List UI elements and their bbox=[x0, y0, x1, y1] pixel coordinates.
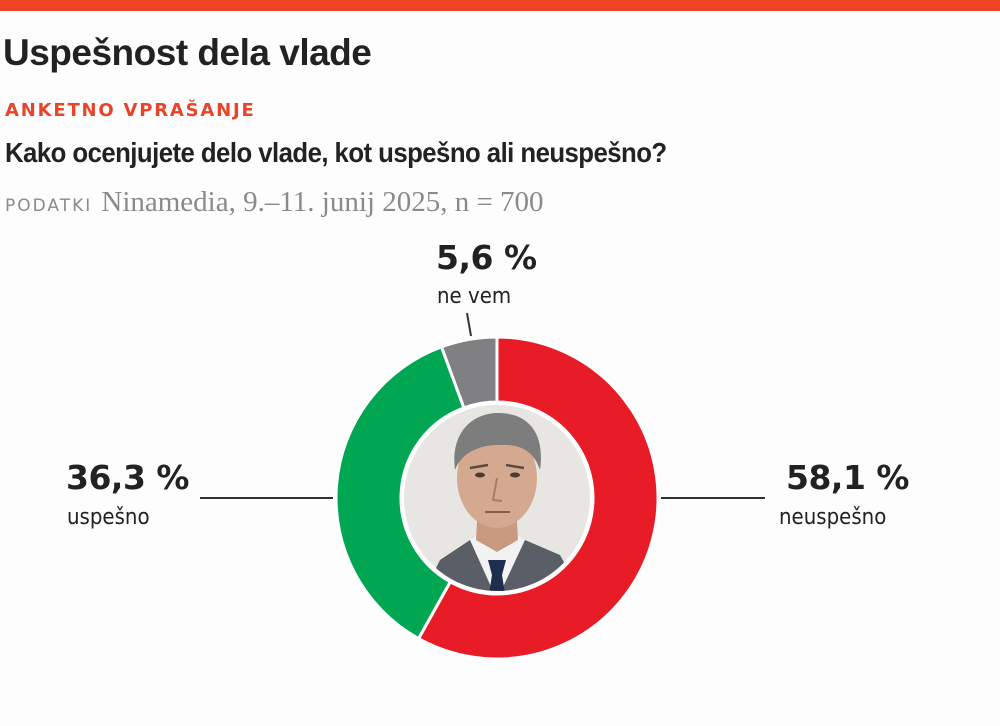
accent-bar bbox=[0, 0, 1000, 11]
source-text: Ninamedia, 9.–11. junij 2025, n = 700 bbox=[101, 186, 544, 218]
ne-vem-label: ne vem bbox=[437, 284, 512, 309]
source-label: PODATKI bbox=[5, 196, 93, 216]
source-line: PODATKI Ninamedia, 9.–11. junij 2025, n … bbox=[5, 186, 544, 219]
neuspesno-value: 58,1 % bbox=[786, 458, 909, 497]
portrait-photo bbox=[401, 402, 593, 594]
uspesno-label: uspešno bbox=[67, 505, 150, 530]
uspesno-value: 36,3 % bbox=[66, 458, 189, 497]
neuspesno-label: neuspešno bbox=[779, 505, 887, 530]
kicker-label: ANKETNO VPRAŠANJE bbox=[5, 100, 256, 121]
chart-title: Uspešnost dela vlade bbox=[3, 32, 372, 73]
ne-vem-value: 5,6 % bbox=[436, 238, 537, 277]
survey-question: Kako ocenjujete delo vlade, kot uspešno … bbox=[5, 137, 667, 168]
leader-line-ne-vem bbox=[466, 312, 472, 337]
donut-segments bbox=[334, 335, 660, 661]
